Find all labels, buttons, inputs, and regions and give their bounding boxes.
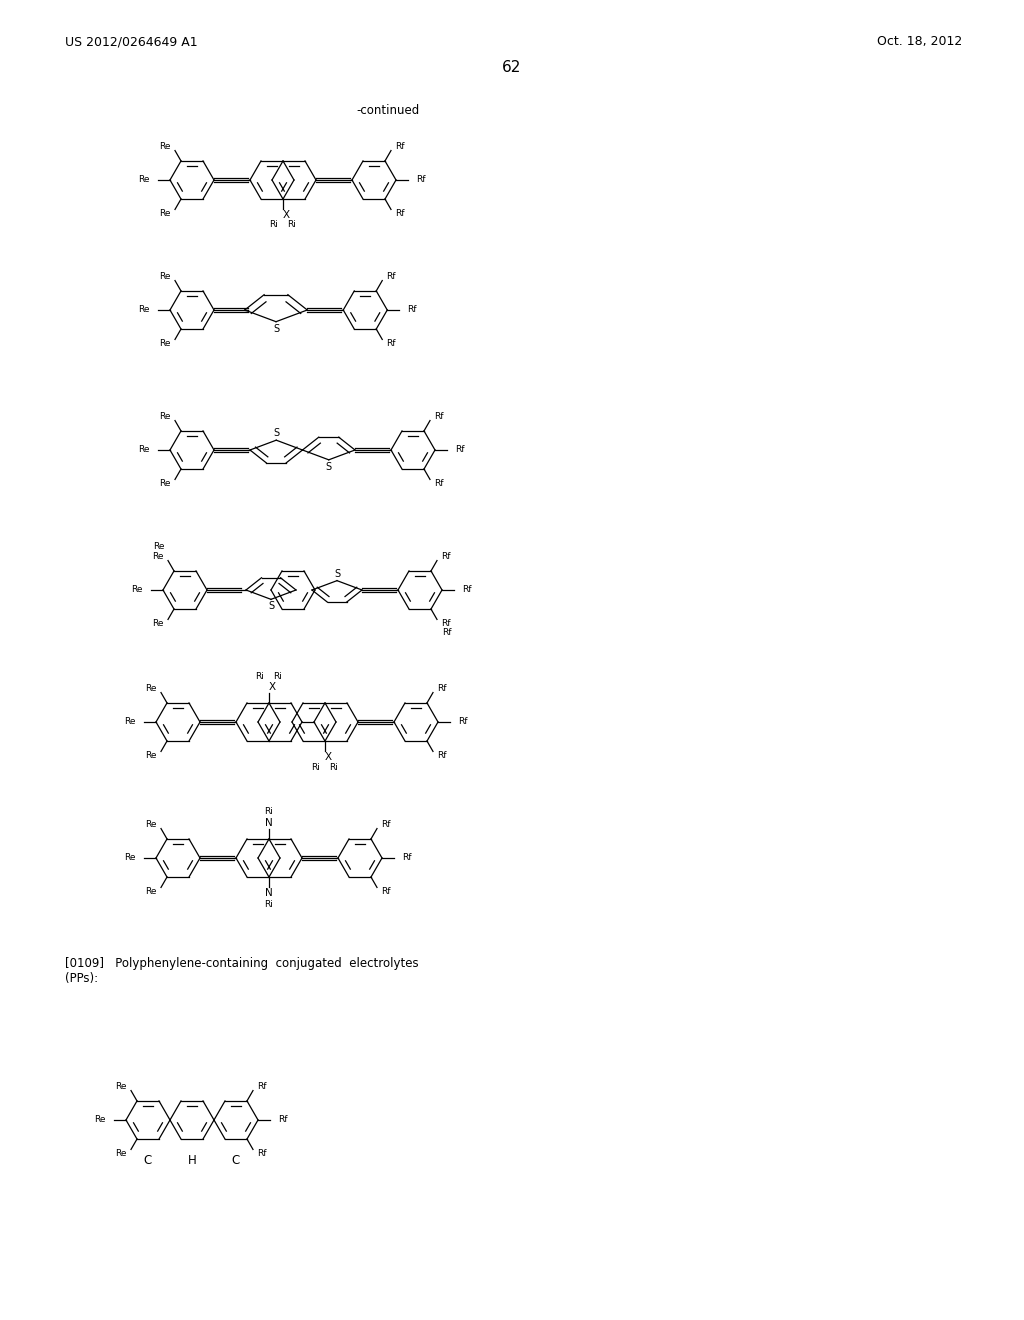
Text: Re: Re xyxy=(160,210,171,218)
Text: Rf: Rf xyxy=(395,210,404,218)
Text: Rf: Rf xyxy=(441,619,451,628)
Text: S: S xyxy=(273,323,280,334)
Text: Ri: Ri xyxy=(288,219,296,228)
Text: C: C xyxy=(231,1154,240,1167)
Text: Rf: Rf xyxy=(441,552,451,561)
Text: S: S xyxy=(268,602,274,611)
Text: Re: Re xyxy=(160,412,171,421)
Text: Re: Re xyxy=(145,820,157,829)
Text: S: S xyxy=(326,462,332,471)
Text: Ri: Ri xyxy=(311,763,321,772)
Text: Rf: Rf xyxy=(434,412,443,421)
Text: Re: Re xyxy=(153,552,164,561)
Text: Rf: Rf xyxy=(386,272,395,281)
Text: S: S xyxy=(273,428,280,438)
Text: Re: Re xyxy=(153,619,164,628)
Text: Re: Re xyxy=(94,1115,106,1125)
Text: Ri: Ri xyxy=(256,672,264,681)
Text: S: S xyxy=(334,569,340,578)
Text: Rf: Rf xyxy=(381,887,390,896)
Text: Ri: Ri xyxy=(273,672,283,681)
Text: X: X xyxy=(325,752,332,762)
Text: Re: Re xyxy=(116,1081,127,1090)
Text: Rf: Rf xyxy=(257,1081,266,1090)
Text: [0109]   Polyphenylene-containing  conjugated  electrolytes
(PPs):: [0109] Polyphenylene-containing conjugat… xyxy=(65,957,419,985)
Text: 62: 62 xyxy=(503,61,521,75)
Text: Re: Re xyxy=(125,854,136,862)
Text: Re: Re xyxy=(138,305,150,314)
Text: Ri: Ri xyxy=(264,808,273,817)
Text: -continued: -continued xyxy=(356,103,420,116)
Text: Re: Re xyxy=(160,272,171,281)
Text: Re: Re xyxy=(138,446,150,454)
Text: Rf: Rf xyxy=(462,586,471,594)
Text: N: N xyxy=(265,888,272,898)
Text: Rf: Rf xyxy=(437,751,446,760)
Text: Rf: Rf xyxy=(278,1115,288,1125)
Text: Rf: Rf xyxy=(455,446,465,454)
Text: Re: Re xyxy=(160,339,171,348)
Text: Rf: Rf xyxy=(402,854,412,862)
Text: H: H xyxy=(187,1154,197,1167)
Text: Rf: Rf xyxy=(408,305,417,314)
Text: Rf: Rf xyxy=(395,141,404,150)
Text: Ri: Ri xyxy=(269,219,279,228)
Text: Re: Re xyxy=(116,1150,127,1158)
Text: Rf: Rf xyxy=(434,479,443,488)
Text: Rf: Rf xyxy=(416,176,426,185)
Text: Re: Re xyxy=(138,176,150,185)
Text: Rf: Rf xyxy=(386,339,395,348)
Text: Rf: Rf xyxy=(458,718,468,726)
Text: Re: Re xyxy=(160,479,171,488)
Text: Rf: Rf xyxy=(437,684,446,693)
Text: C: C xyxy=(144,1154,153,1167)
Text: Re: Re xyxy=(125,718,136,726)
Text: Re: Re xyxy=(154,541,165,550)
Text: Ri: Ri xyxy=(264,899,273,908)
Text: Ri: Ri xyxy=(330,763,339,772)
Text: X: X xyxy=(268,682,275,692)
Text: Re: Re xyxy=(131,586,143,594)
Text: Rf: Rf xyxy=(442,628,452,638)
Text: Re: Re xyxy=(145,887,157,896)
Text: Rf: Rf xyxy=(257,1150,266,1158)
Text: Re: Re xyxy=(160,141,171,150)
Text: Re: Re xyxy=(145,751,157,760)
Text: Re: Re xyxy=(145,684,157,693)
Text: US 2012/0264649 A1: US 2012/0264649 A1 xyxy=(65,36,198,49)
Text: Rf: Rf xyxy=(381,820,390,829)
Text: N: N xyxy=(265,818,272,828)
Text: X: X xyxy=(283,210,290,220)
Text: Oct. 18, 2012: Oct. 18, 2012 xyxy=(877,36,962,49)
